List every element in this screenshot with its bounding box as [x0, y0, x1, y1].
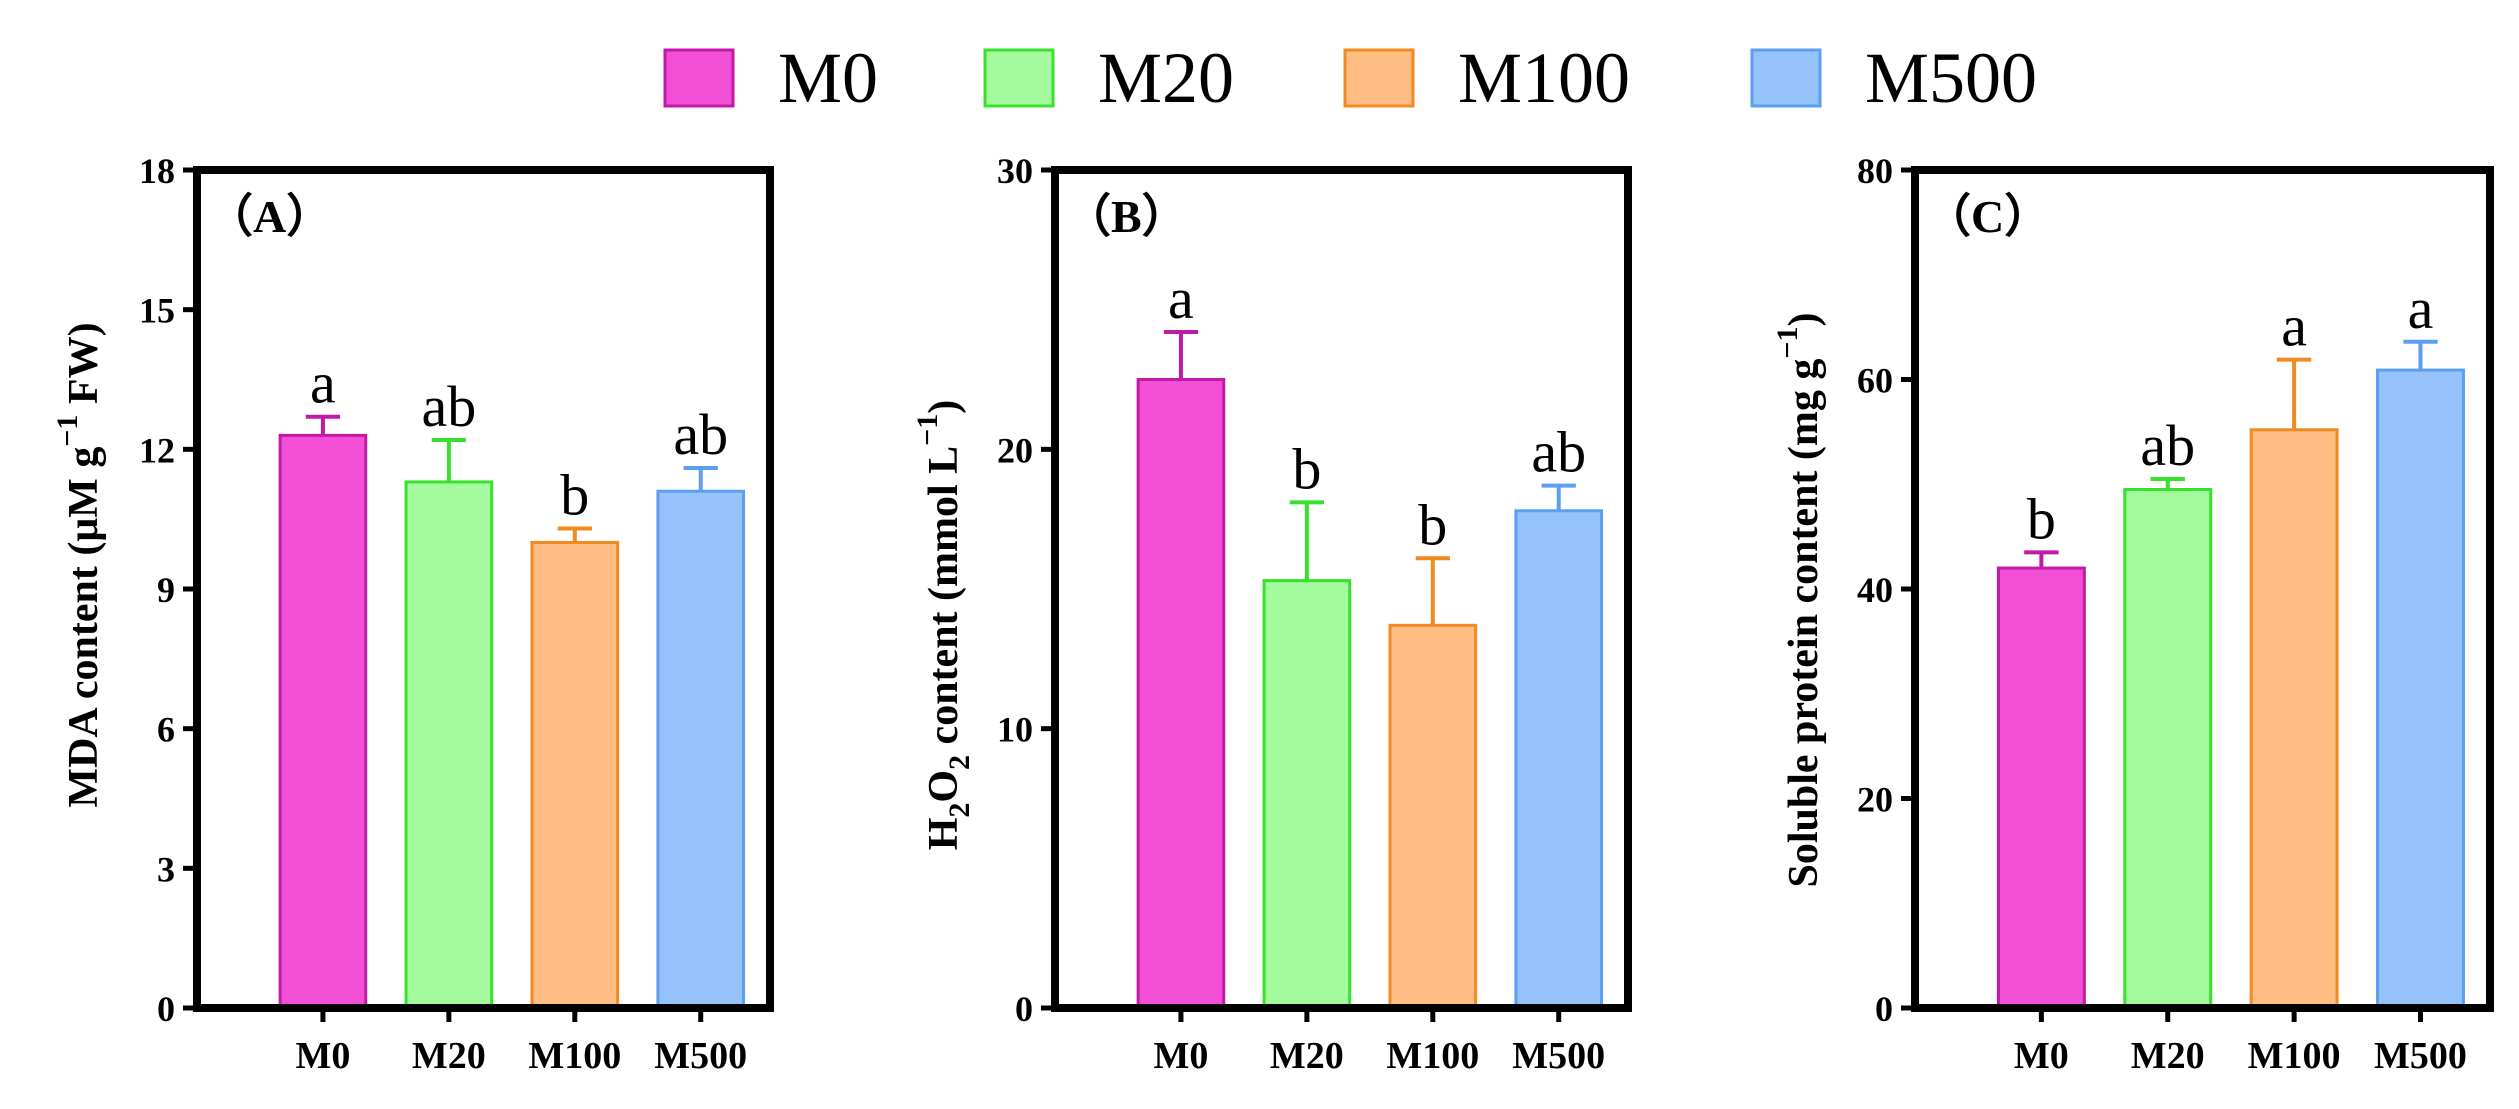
legend-swatch-m0 — [663, 48, 735, 108]
legend-swatch-m20 — [983, 48, 1055, 108]
panel-c-y-axis-label: Soluble protein content (mg g−1) — [1771, 312, 1827, 887]
panel-a-x-tick-label-m500: M500 — [654, 1035, 747, 1077]
panel-b-y-axis-label: H2O2 content (mmol L−1) — [911, 400, 976, 851]
panel-c-x-tick-label-m20: M20 — [2131, 1035, 2205, 1077]
panel-a-bar-m0 — [278, 433, 368, 1010]
legend-swatch-m100 — [1343, 48, 1415, 108]
panel-b-significance-m100: b — [1418, 492, 1447, 557]
panel-b-label: （B） — [1065, 191, 1188, 242]
panel-a-y-tick-label-15: 15 — [139, 291, 175, 331]
panel-b-bar-m100 — [1388, 623, 1478, 1010]
panel-b-x-tick-label-m0: M0 — [1153, 1035, 1208, 1077]
panel-a: MDA content (μM g−1 FW) （A） a M0 ab M20 b M10… — [51, 151, 774, 1077]
panel-a-y-tick-label-9: 9 — [157, 570, 175, 610]
panel-b-significance-m500: ab — [1531, 420, 1586, 485]
panel-c-y-tick-label-80: 80 — [1857, 151, 1893, 191]
panel-b-significance-m0: a — [1168, 266, 1194, 331]
panel-a-x-tick-label-m20: M20 — [412, 1035, 486, 1077]
panel-a-bar-m100 — [530, 540, 620, 1010]
panel-c-significance-m0: b — [2027, 486, 2056, 551]
panel-b-y-tick-label-0: 0 — [1015, 989, 1033, 1029]
panel-b-x-tick-label-m20: M20 — [1270, 1035, 1344, 1077]
panel-a-y-tick-label-0: 0 — [157, 989, 175, 1029]
panel-b-plot-frame — [1051, 166, 1632, 1012]
panel-a-y-tick-label-18: 18 — [139, 151, 175, 191]
legend-label-m20: M20 — [1098, 38, 1234, 118]
panel-a-significance-m100: b — [560, 462, 589, 527]
panel-b-bar-m0 — [1136, 378, 1226, 1010]
legend-label-m0: M0 — [778, 38, 878, 118]
panel-c-x-tick-label-m100: M100 — [2248, 1035, 2341, 1077]
panel-b-bar-m500 — [1514, 509, 1604, 1010]
panel-b: H2O2 content (mmol L−1) （B） a M0 b M20 b M100… — [911, 151, 1632, 1077]
panel-a-y-ticks: 0 3 6 9 12 15 18 — [139, 151, 197, 1029]
panel-c-y-tick-label-0: 0 — [1875, 989, 1893, 1029]
panel-b-y-tick-label-30: 30 — [997, 151, 1033, 191]
panel-c: Soluble protein content (mg g−1) （C） b M0… — [1771, 151, 2494, 1077]
panel-b-y-tick-label-10: 10 — [997, 710, 1033, 750]
panel-c-bar-m500 — [2376, 368, 2465, 1010]
panel-c-label: （C） — [1925, 191, 2050, 242]
panel-b-significance-m20: b — [1292, 436, 1321, 501]
panel-c-x-tick-label-m500: M500 — [2374, 1035, 2467, 1077]
panel-c-y-ticks: 0 20 40 60 80 — [1857, 151, 1915, 1029]
panel-a-y-axis-label: MDA content (μM g−1 FW) — [51, 322, 107, 807]
panel-c-significance-m500: a — [2408, 276, 2434, 341]
panel-a-y-tick-label-12: 12 — [139, 430, 175, 470]
panel-a-y-tick-label-3: 3 — [157, 849, 175, 889]
panel-a-y-tick-label-6: 6 — [157, 710, 175, 750]
panel-c-x-tick-label-m0: M0 — [2014, 1035, 2069, 1077]
panel-c-bar-m0 — [1996, 566, 2086, 1010]
panel-c-y-tick-label-60: 60 — [1857, 361, 1893, 401]
legend-item-m20: M20 — [983, 38, 1234, 118]
panel-a-bar-m20 — [404, 480, 494, 1010]
panel-a-x-tick-label-m0: M0 — [295, 1035, 350, 1077]
panel-c-bar-m100 — [2249, 428, 2339, 1010]
panel-c-bars: b M0 ab M20 a M100 a M500 — [1996, 276, 2467, 1077]
panel-a-significance-m500: ab — [673, 402, 728, 467]
panel-a-significance-m0: a — [310, 351, 336, 416]
panel-b-bar-m20 — [1262, 579, 1352, 1010]
panel-a-label: （A） — [207, 191, 332, 242]
panel-c-significance-m20: ab — [2140, 413, 2195, 478]
panel-b-bars: a M0 b M20 b M100 ab M500 — [1136, 266, 1605, 1077]
panel-a-x-tick-label-m100: M100 — [528, 1035, 621, 1077]
legend-item-m0: M0 — [663, 38, 878, 118]
panel-b-x-tick-label-m500: M500 — [1512, 1035, 1605, 1077]
legend-label-m100: M100 — [1458, 38, 1630, 118]
legend-swatch-m500 — [1750, 48, 1822, 108]
legend-item-m500: M500 — [1750, 38, 2037, 118]
panel-b-y-ticks: 0 10 20 30 — [997, 151, 1055, 1029]
legend-item-m100: M100 — [1343, 38, 1630, 118]
legend-label-m500: M500 — [1865, 38, 2037, 118]
panel-a-bars: a M0 ab M20 b M100 ab M500 — [278, 351, 747, 1077]
panel-a-significance-m20: ab — [421, 374, 476, 439]
panel-c-bar-m20 — [2123, 487, 2213, 1010]
legend: M0 M20 M100 M500 — [663, 38, 2037, 118]
panel-c-y-tick-label-40: 40 — [1857, 570, 1893, 610]
panel-c-significance-m100: a — [2281, 294, 2307, 359]
panel-a-bar-m500 — [656, 489, 746, 1010]
panel-b-y-tick-label-20: 20 — [997, 430, 1033, 470]
panel-c-y-tick-label-20: 20 — [1857, 780, 1893, 820]
panel-b-x-tick-label-m100: M100 — [1386, 1035, 1479, 1077]
